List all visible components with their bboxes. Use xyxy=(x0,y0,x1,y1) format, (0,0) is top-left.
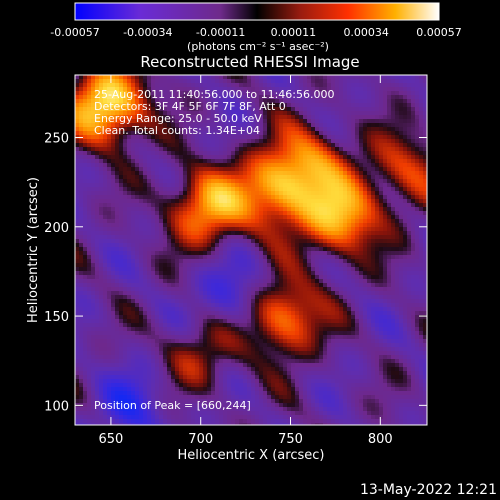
colorbar-tick-label: 0.00057 xyxy=(416,26,462,39)
y-axis-label: Heliocentric Y (arcsec) xyxy=(26,177,41,323)
annotation-detectors: Detectors: 3F 4F 5F 6F 7F 8F, Att 0 xyxy=(94,100,286,113)
annotation-time: 25-Aug-2011 11:40:56.000 to 11:46:56.000 xyxy=(94,88,335,101)
y-tick-label: 200 xyxy=(44,221,69,236)
y-tick-label: 250 xyxy=(44,132,69,147)
colorbar: -0.00057 -0.00034 -0.00011 0.00011 0.00034 0.… xyxy=(50,2,462,39)
x-tick-label: 800 xyxy=(368,432,393,447)
annotation-block: 25-Aug-2011 11:40:56.000 to 11:46:56.000… xyxy=(94,88,335,137)
x-axis-label: Heliocentric X (arcsec) xyxy=(178,448,325,463)
annotation-energy: Energy Range: 25.0 - 50.0 keV xyxy=(94,112,262,125)
colorbar-tick-label: -0.00057 xyxy=(50,26,99,39)
x-tick-label: 750 xyxy=(278,432,303,447)
y-tick-label: 150 xyxy=(44,310,69,325)
y-tick-label: 100 xyxy=(44,399,69,414)
axis-ticks: 650 700 750 800 100 150 200 250 xyxy=(44,75,427,447)
x-tick-label: 650 xyxy=(99,432,124,447)
colorbar-tick-label: 0.00011 xyxy=(271,26,317,39)
colorbar-tick-label: -0.00011 xyxy=(196,26,245,39)
colorbar-tick-label: 0.00034 xyxy=(343,26,389,39)
peak-position-label: Position of Peak = [660,244] xyxy=(94,399,251,412)
colorbar-units: (photons cm⁻² s⁻¹ asec⁻²) xyxy=(187,40,329,53)
colorbar-gradient xyxy=(74,2,440,21)
annotation-counts: Clean. Total counts: 1.34E+04 xyxy=(94,124,260,137)
colorbar-ticks: -0.00057 -0.00034 -0.00011 0.00011 0.00034 0.… xyxy=(50,26,461,39)
plot-frame xyxy=(74,74,428,426)
chart-title: Reconstructed RHESSI Image xyxy=(140,53,359,71)
colorbar-tick-label: -0.00034 xyxy=(123,26,172,39)
x-tick-label: 700 xyxy=(188,432,213,447)
timestamp: 13-May-2022 12:21 xyxy=(360,482,497,498)
heatmap-image xyxy=(75,75,427,425)
